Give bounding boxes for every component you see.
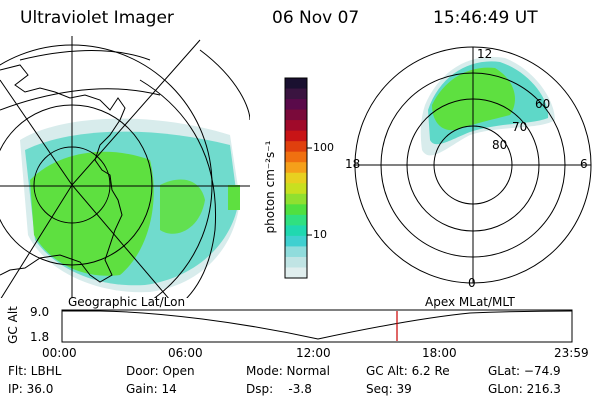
altitude-ytick-bottom: 1.8 xyxy=(30,330,50,344)
colorbar-swatch xyxy=(285,214,307,226)
colorbar-swatch xyxy=(285,151,307,163)
colorbar-swatch xyxy=(285,256,307,269)
colorbar-swatch xyxy=(285,235,307,248)
altitude-xtick-0: 00:00 xyxy=(42,346,77,360)
footer-gain: Gain: 14 xyxy=(126,382,177,396)
geo-aurora-green-2 xyxy=(160,179,205,234)
geo-arc-1 xyxy=(19,50,151,61)
footer-seq: Seq: 39 xyxy=(366,382,412,396)
colorbar-label-100: 100 xyxy=(313,141,334,154)
colorbar-swatch xyxy=(285,183,307,195)
footer-flt: Flt: LBHL xyxy=(8,364,62,378)
colorbar-swatch xyxy=(285,120,307,132)
colorbar-swatch xyxy=(285,204,307,216)
date-label: 06 Nov 07 xyxy=(272,8,360,28)
altitude-xtick-4: 23:59 xyxy=(554,346,589,360)
colorbar-swatch xyxy=(285,246,307,258)
geo-panel-label: Geographic Lat/Lon xyxy=(68,295,186,309)
footer-door: Door: Open xyxy=(126,364,195,378)
colorbar-swatch xyxy=(285,267,307,279)
altitude-xtick-1: 06:00 xyxy=(168,346,203,360)
altitude-ytick-top: 9.0 xyxy=(30,305,50,319)
altitude-frame xyxy=(61,309,573,343)
instrument-title: Ultraviolet Imager xyxy=(20,8,174,28)
mlt-label-6: 6 xyxy=(580,157,588,171)
altitude-plot xyxy=(61,309,573,343)
geo-arc-4 xyxy=(199,49,250,121)
footer-ip: IP: 36.0 xyxy=(8,382,54,396)
altitude-xtick-3: 18:00 xyxy=(422,346,457,360)
footer-glon: GLon: 216.3 xyxy=(488,382,561,396)
mlat-label-80: 80 xyxy=(492,138,508,152)
colorbar-swatch xyxy=(285,141,307,153)
colorbar-swatch xyxy=(285,162,307,174)
colorbar-swatch xyxy=(285,172,307,184)
footer-glat: GLat: −74.9 xyxy=(488,364,561,378)
geo-arc-3 xyxy=(139,79,217,298)
colorbar-swatch xyxy=(285,130,307,142)
altitude-ylabel: GC Alt xyxy=(5,306,20,344)
colorbar-swatch xyxy=(285,99,307,111)
footer-dsp: Dsp: -3.8 xyxy=(246,382,312,396)
polar-panel-label: Apex MLat/MLT xyxy=(425,295,515,309)
mlat-label-70: 70 xyxy=(512,120,528,134)
geo-arc-2 xyxy=(0,88,161,111)
colorbar-frame xyxy=(284,77,308,279)
mlt-label-18: 18 xyxy=(345,157,361,171)
polar-panel xyxy=(354,46,592,284)
colorbar xyxy=(285,78,307,279)
colorbar-swatch xyxy=(285,225,307,237)
altitude-curve xyxy=(62,310,573,340)
mlt-label-12: 12 xyxy=(477,47,493,61)
colorbar-swatch xyxy=(285,88,307,100)
colorbar-label-10: 10 xyxy=(313,228,327,241)
colorbar-swatch xyxy=(285,78,307,90)
altitude-xtick-2: 12:00 xyxy=(296,346,331,360)
colorbar-swatch xyxy=(285,109,307,121)
geo-meridian-2 xyxy=(0,79,169,298)
footer-mode: Mode: Normal xyxy=(246,364,330,378)
colorbar-unit-label: photon cm⁻²s⁻¹ xyxy=(263,140,277,234)
mlat-label-60: 60 xyxy=(535,97,551,111)
geo-coastline xyxy=(0,64,126,283)
footer-gc-alt: GC Alt: 6.2 Re xyxy=(366,364,450,378)
geo-aurora-edge xyxy=(228,185,240,210)
colorbar-swatch xyxy=(285,193,307,205)
mlt-label-0: 0 xyxy=(468,276,476,290)
time-label: 15:46:49 UT xyxy=(433,8,538,28)
